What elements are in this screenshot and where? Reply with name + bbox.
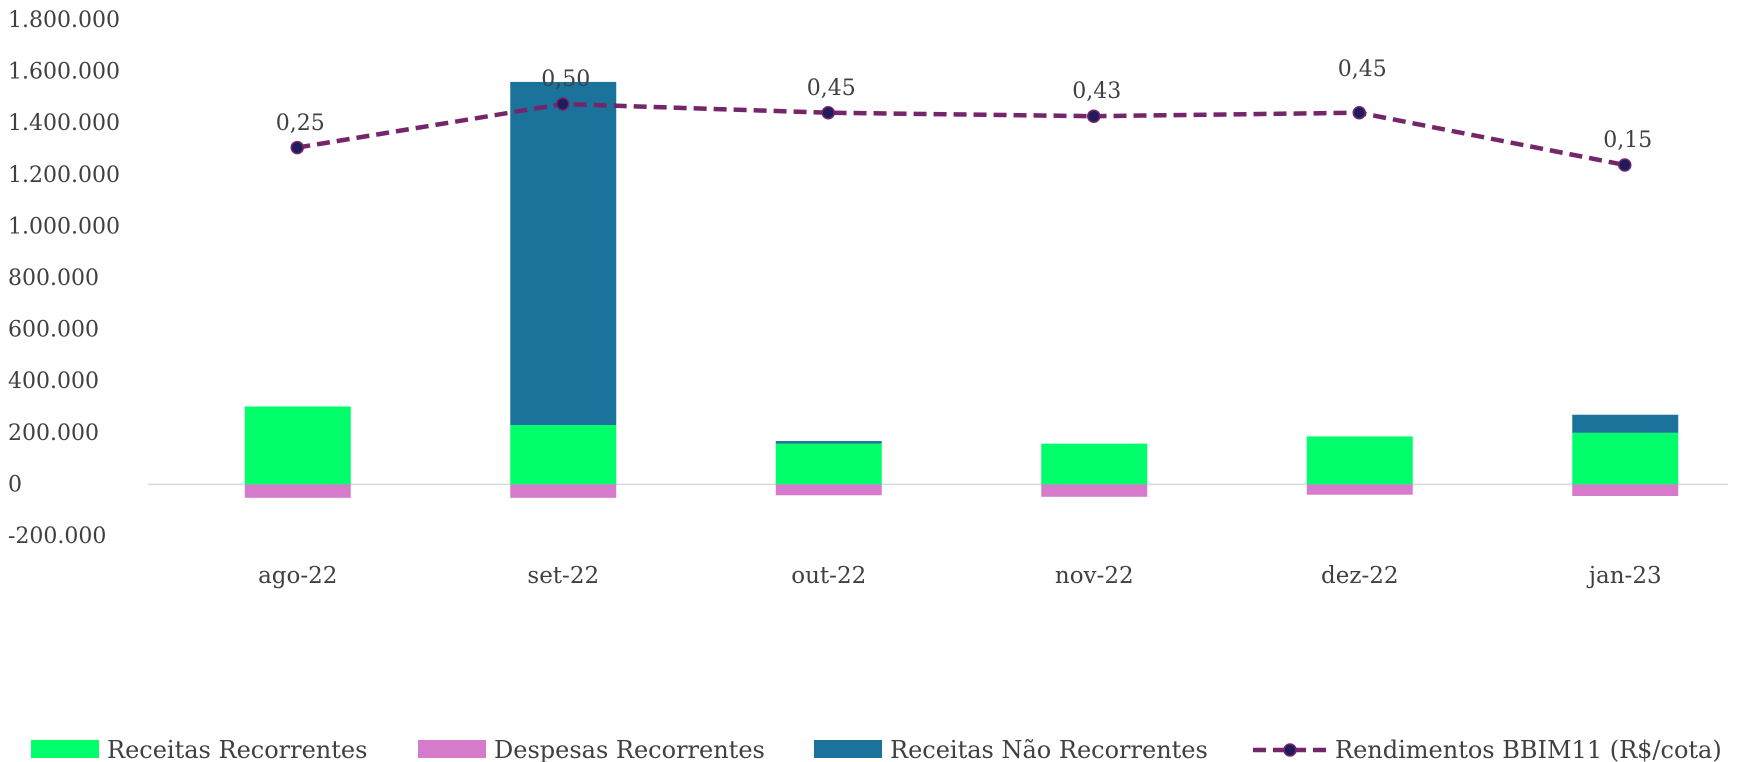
bar-despesas-recorrentes-jan-23 (1572, 484, 1679, 497)
bar-series (244, 81, 1679, 498)
bar-receitas-n-o-recorrentes-set-22 (510, 81, 617, 426)
y-tick-label: 1.600.000 (8, 60, 120, 85)
bar-receitas-recorrentes-out-22 (775, 443, 882, 485)
bar-despesas-recorrentes-ago-22 (244, 484, 351, 498)
line-data-label: 0,45 (807, 76, 856, 101)
y-tick-label: 600.000 (8, 318, 99, 343)
legend-label: Despesas Recorrentes (494, 736, 765, 762)
legend-label: Receitas Recorrentes (107, 736, 367, 762)
line-point-nov-22 (1087, 109, 1101, 123)
line-data-label: 0,25 (276, 111, 325, 136)
line-point-ago-22 (290, 140, 304, 155)
x-axis: ago-22 set-22 out-22 nov-22 dez-22 jan-23 (258, 563, 1662, 589)
legend: Receitas Recorrentes Despesas Recorrentes… (31, 736, 1722, 762)
line-point-set-22 (556, 97, 570, 111)
y-tick-label: -200.000 (8, 524, 106, 549)
x-tick-label: dez-22 (1321, 563, 1399, 589)
y-tick-label: 0 (8, 472, 22, 497)
bar-receitas-recorrentes-nov-22 (1041, 443, 1148, 485)
line-point-out-22 (821, 105, 835, 120)
bar-despesas-recorrentes-dez-22 (1306, 484, 1413, 495)
bar-receitas-recorrentes-set-22 (510, 425, 617, 485)
legend-item: Rendimentos BBIM11 (R$/cota) (1253, 736, 1722, 762)
line-data-label: 0,15 (1603, 128, 1652, 153)
legend-swatch (814, 740, 882, 758)
bar-despesas-recorrentes-set-22 (510, 484, 617, 498)
y-tick-label: 1.000.000 (8, 214, 120, 239)
bar-receitas-recorrentes-dez-22 (1306, 436, 1413, 485)
line-data-label: 0,43 (1072, 79, 1121, 104)
legend-label: Receitas Não Recorrentes (890, 736, 1208, 762)
bar-receitas-recorrentes-jan-23 (1572, 432, 1679, 485)
y-tick-label: 200.000 (8, 421, 99, 446)
legend-label: Rendimentos BBIM11 (R$/cota) (1335, 736, 1722, 762)
bar-receitas-n-o-recorrentes-out-22 (775, 441, 882, 444)
bar-despesas-recorrentes-out-22 (775, 484, 882, 496)
y-tick-label: 1.800.000 (8, 8, 120, 33)
legend-swatch (31, 740, 99, 758)
legend-swatch (418, 740, 486, 758)
x-tick-label: out-22 (791, 563, 866, 589)
line-data-label: 0,50 (541, 67, 590, 92)
line-series: 0,25 0,50 0,45 0,43 0,45 0,15 (276, 57, 1652, 172)
bar-receitas-n-o-recorrentes-jan-23 (1572, 414, 1679, 433)
x-tick-label: nov-22 (1055, 563, 1134, 589)
y-tick-label: 1.400.000 (8, 111, 120, 136)
legend-item: Receitas Não Recorrentes (814, 736, 1208, 762)
legend-item: Despesas Recorrentes (418, 736, 765, 762)
y-axis: -200.000 0 200.000 400.000 600.000 800.000 1.0… (8, 8, 120, 549)
y-tick-label: 400.000 (8, 369, 99, 394)
bar-despesas-recorrentes-nov-22 (1041, 484, 1148, 497)
line-data-label: 0,45 (1338, 57, 1387, 82)
legend-item: Receitas Recorrentes (31, 736, 367, 762)
line-rendimentos (296, 101, 1626, 168)
x-tick-label: jan-23 (1586, 563, 1662, 589)
y-tick-label: 1.200.000 (8, 163, 120, 188)
x-tick-label: ago-22 (258, 563, 337, 589)
line-point-dez-22 (1352, 105, 1366, 120)
line-point-jan-23 (1618, 158, 1632, 172)
bar-receitas-recorrentes-ago-22 (244, 406, 351, 485)
x-tick-label: set-22 (527, 563, 599, 589)
legend-swatch-marker (1283, 743, 1297, 757)
y-tick-label: 800.000 (8, 266, 99, 291)
